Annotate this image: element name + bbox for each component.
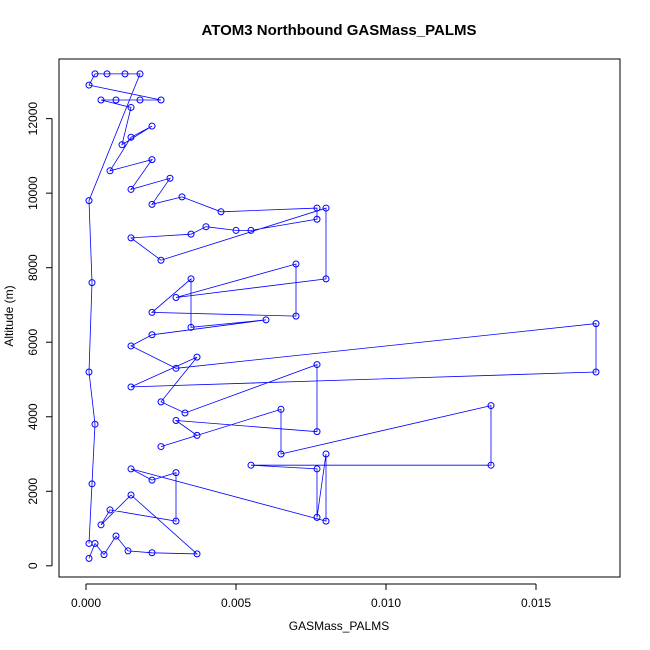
data-point	[592, 320, 600, 328]
data-point	[118, 141, 126, 149]
data-point	[187, 275, 195, 283]
data-point	[487, 402, 495, 410]
data-point	[193, 431, 201, 439]
data-point	[217, 208, 225, 216]
data-point	[148, 476, 156, 484]
y-tick-label: 12000	[26, 102, 40, 136]
data-point	[127, 185, 135, 193]
data-point	[172, 416, 180, 424]
data-point	[313, 215, 321, 223]
data-point	[91, 70, 99, 78]
data-point	[172, 517, 180, 525]
y-axis-label: Altitude (m)	[2, 285, 16, 346]
data-point	[178, 193, 186, 201]
data-point	[322, 450, 330, 458]
data-point	[103, 70, 111, 78]
data-point	[277, 450, 285, 458]
data-point	[85, 81, 93, 89]
data-point	[127, 234, 135, 242]
data-point	[172, 469, 180, 477]
data-point	[313, 465, 321, 473]
data-point	[322, 275, 330, 283]
data-point	[292, 260, 300, 268]
data-point	[97, 96, 105, 104]
data-point	[313, 513, 321, 521]
data-point	[127, 133, 135, 141]
data-point	[157, 256, 165, 264]
data-point	[193, 353, 201, 361]
x-tick-label: 0.005	[221, 596, 251, 610]
y-tick-label: 10000	[26, 176, 40, 210]
data-point	[127, 465, 135, 473]
data-point	[313, 204, 321, 212]
data-point	[148, 308, 156, 316]
data-point	[157, 398, 165, 406]
data-point	[262, 316, 270, 324]
data-point	[88, 480, 96, 488]
data-point	[292, 312, 300, 320]
data-point	[136, 70, 144, 78]
data-point	[187, 323, 195, 331]
data-point	[166, 174, 174, 182]
data-point	[91, 420, 99, 428]
data-point	[148, 331, 156, 339]
y-tick-label: 0	[26, 562, 40, 569]
data-point	[112, 96, 120, 104]
data-point	[187, 230, 195, 238]
data-point	[157, 443, 165, 451]
data-point	[322, 204, 330, 212]
data-point	[127, 383, 135, 391]
data-point	[313, 361, 321, 369]
series-line	[88, 73, 597, 559]
data-point	[112, 532, 120, 540]
data-point	[232, 226, 240, 234]
data-point	[148, 122, 156, 130]
data-point	[181, 409, 189, 417]
x-axis: 0.000 0.005 0.010 0.015	[71, 583, 551, 610]
data-point	[121, 70, 129, 78]
data-series	[85, 70, 600, 562]
data-point	[136, 96, 144, 104]
y-tick-label: 2000	[26, 478, 40, 505]
x-tick-label: 0.010	[371, 596, 401, 610]
x-tick-label: 0.015	[521, 596, 551, 610]
data-point	[277, 405, 285, 413]
x-tick-label: 0.000	[71, 596, 101, 610]
data-point	[106, 506, 114, 514]
data-point	[157, 96, 165, 104]
data-point	[127, 342, 135, 350]
chart-title: ATOM3 Northbound GASMass_PALMS	[201, 22, 476, 39]
x-axis-label: GASMass_PALMS	[289, 619, 389, 633]
data-point	[127, 103, 135, 111]
data-point	[322, 517, 330, 525]
data-point	[172, 294, 180, 302]
data-point	[127, 491, 135, 499]
data-point	[100, 551, 108, 559]
data-point	[247, 461, 255, 469]
data-point	[148, 200, 156, 208]
y-tick-label: 6000	[26, 329, 40, 356]
data-point	[148, 156, 156, 164]
data-point	[85, 197, 93, 205]
data-point	[106, 167, 114, 175]
data-point	[247, 226, 255, 234]
data-point	[202, 223, 210, 231]
data-point	[487, 461, 495, 469]
y-axis: 0 2000 4000 6000 8000 10000 12000	[26, 102, 53, 569]
data-point	[193, 550, 201, 558]
data-point	[313, 428, 321, 436]
data-point	[172, 364, 180, 372]
data-point	[148, 549, 156, 557]
data-point	[124, 547, 132, 555]
data-point	[97, 521, 105, 529]
plot-frame	[58, 58, 621, 578]
data-point	[592, 368, 600, 376]
y-tick-label: 8000	[26, 254, 40, 281]
data-point	[88, 279, 96, 287]
data-point	[85, 539, 93, 547]
y-tick-label: 4000	[26, 403, 40, 430]
data-point	[85, 554, 93, 562]
data-point	[85, 368, 93, 376]
